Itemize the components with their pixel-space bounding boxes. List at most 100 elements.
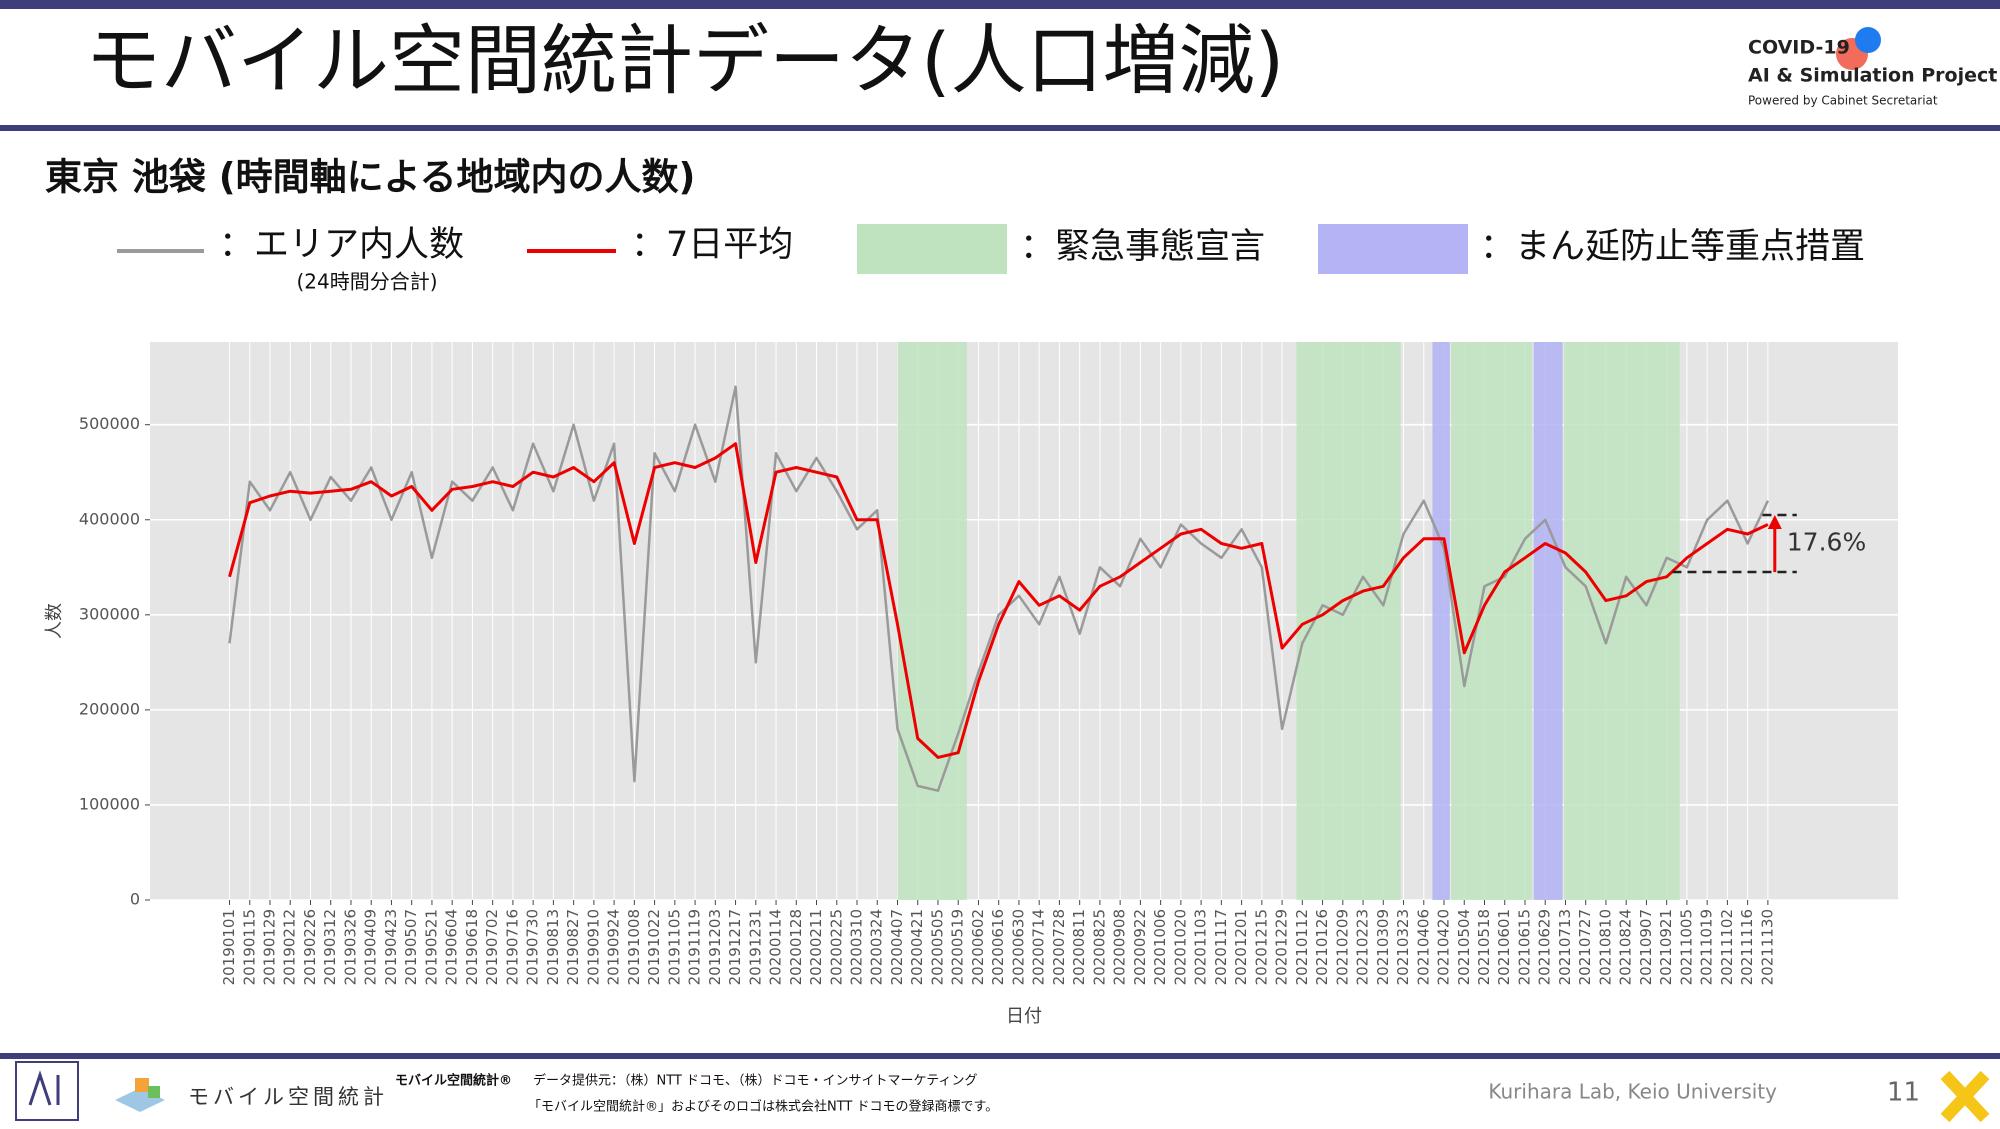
- legend-swatch: [1318, 224, 1468, 274]
- logo-text: COVID-19: [1748, 37, 1850, 59]
- x-tick-label: 20190827: [564, 909, 582, 985]
- x-tick-label: 20211019: [1698, 909, 1716, 985]
- x-tick-label: 20190730: [524, 909, 542, 985]
- x-tick-label: 20210518: [1475, 909, 1493, 985]
- x-tick-label: 20191008: [625, 909, 643, 985]
- y-tick-label: 300000: [79, 604, 140, 623]
- x-tick-label: 20191231: [746, 909, 764, 985]
- x-tick-label: 20210810: [1596, 909, 1614, 985]
- x-tick-label: 20200602: [969, 909, 987, 985]
- slide-title: モバイル空間統計データ(人口増減): [85, 16, 1284, 105]
- x-tick-label: 20210223: [1354, 909, 1372, 985]
- logo-text: Powered by Cabinet Secretariat: [1748, 94, 1938, 108]
- x-tick-label: 20210615: [1515, 909, 1533, 985]
- x-tick-label: 20210504: [1455, 909, 1473, 985]
- x-tick-label: 20210323: [1394, 909, 1412, 985]
- x-tick-label: 20190716: [503, 909, 521, 985]
- x-tick-label: 20201117: [1212, 909, 1230, 985]
- x-tick-label: 20201103: [1192, 909, 1210, 985]
- x-tick-label: 20201215: [1252, 909, 1270, 985]
- top-bar: [0, 0, 2000, 9]
- x-tick-label: 20190813: [544, 909, 562, 985]
- x-tick-label: 20200825: [1090, 909, 1108, 985]
- x-tick-label: 20191217: [726, 909, 744, 985]
- y-tick-label: 100000: [79, 794, 140, 813]
- x-tick-label: 20200908: [1111, 909, 1129, 985]
- x-tick-label: 20190312: [321, 909, 339, 985]
- mobile-logo-shape: [148, 1086, 160, 1098]
- x-tick-label: 20200114: [767, 909, 785, 985]
- x-axis-title: 日付: [1006, 1006, 1042, 1027]
- x-tick-label: 20190604: [443, 909, 461, 985]
- x-tick-label: 20210309: [1374, 909, 1392, 985]
- ai-logo-mark: [28, 1070, 60, 1106]
- x-tick-label: 20200128: [787, 909, 805, 985]
- annotation-text: 17.6%: [1787, 528, 1866, 557]
- y-axis-title: 人数: [44, 603, 65, 639]
- x-tick-label: 20190226: [301, 909, 319, 985]
- y-tick-label: 500000: [79, 414, 140, 433]
- ai-logo: [15, 1061, 79, 1121]
- x-tick-label: 20190702: [483, 909, 501, 985]
- x-tick-label: 20191022: [645, 909, 663, 985]
- legend-label: ：7日平均: [631, 225, 793, 265]
- x-tick-label: 20210713: [1556, 909, 1574, 985]
- x-tick-label: 20200324: [868, 909, 886, 985]
- x-tick-label: 20210406: [1414, 909, 1432, 985]
- series-line: [228, 442, 1769, 759]
- series-line: [228, 385, 1770, 792]
- x-tick-label: 20190924: [605, 909, 623, 985]
- legend-swatch: [857, 224, 1007, 274]
- legend-label: ：緊急事態宣言: [1020, 227, 1265, 267]
- logo-dot: [1855, 27, 1881, 53]
- x-tick-label: 20211116: [1738, 909, 1756, 985]
- x-tick-label: 20210727: [1576, 909, 1594, 985]
- x-tick-label: 20210209: [1333, 909, 1351, 985]
- y-tick-label: 200000: [79, 699, 140, 718]
- x-tick-label: 20210126: [1313, 909, 1331, 985]
- x-tick-label: 20191119: [686, 909, 704, 985]
- x-tick-label: 20190326: [341, 909, 359, 985]
- x-tick-label: 20201229: [1273, 909, 1291, 985]
- footer-trademark: 「モバイル空間統計®」およびそのロゴは株式会社NTT ドコモの登録商標です。: [528, 1099, 998, 1115]
- x-tick-label: 20190115: [240, 909, 258, 985]
- keio-mark: [1940, 1070, 1990, 1123]
- x-tick-label: 20191105: [665, 909, 683, 985]
- x-tick-label: 20200616: [989, 909, 1007, 985]
- x-tick-label: 20211130: [1758, 909, 1776, 985]
- logo-text: AI & Simulation Project: [1748, 65, 1997, 87]
- x-tick-label: 20200310: [848, 909, 866, 985]
- x-tick-label: 20210112: [1293, 909, 1311, 985]
- x-tick-label: 20190129: [261, 909, 279, 985]
- x-tick-label: 20200225: [827, 909, 845, 985]
- x-tick-label: 20201201: [1232, 909, 1250, 985]
- x-tick-label: 20190409: [362, 909, 380, 985]
- x-tick-label: 20200714: [1030, 909, 1048, 985]
- x-tick-label: 20190423: [382, 909, 400, 985]
- title-rule: [0, 125, 2000, 131]
- annotation-arrowhead: [1767, 515, 1782, 530]
- footer-source: データ提供元：（株）NTT ドコモ、（株）ドコモ・インサイトマーケティング: [533, 1073, 977, 1089]
- x-tick-label: 20201006: [1151, 909, 1169, 985]
- x-tick-label: 20201020: [1171, 909, 1189, 985]
- x-tick-label: 20200211: [807, 909, 825, 985]
- x-tick-label: 20200407: [888, 909, 906, 985]
- footer-rule: [0, 1053, 2000, 1059]
- x-tick-label: 20190101: [220, 909, 238, 985]
- x-tick-label: 20210907: [1637, 909, 1655, 985]
- y-tick-label: 0: [130, 890, 140, 909]
- x-tick-label: 20210601: [1495, 909, 1513, 985]
- x-tick-label: 20200630: [1009, 909, 1027, 985]
- page-number: 11: [1887, 1078, 1920, 1108]
- x-tick-label: 20210629: [1536, 909, 1554, 985]
- band: [897, 342, 967, 900]
- band: [1564, 342, 1680, 900]
- footer-credit: Kurihara Lab, Keio University: [1488, 1080, 1777, 1104]
- band: [1451, 342, 1533, 900]
- x-tick-label: 20210824: [1617, 909, 1635, 985]
- x-tick-label: 20190521: [422, 909, 440, 985]
- x-tick-label: 20211102: [1718, 909, 1736, 985]
- x-tick-label: 20190507: [402, 909, 420, 985]
